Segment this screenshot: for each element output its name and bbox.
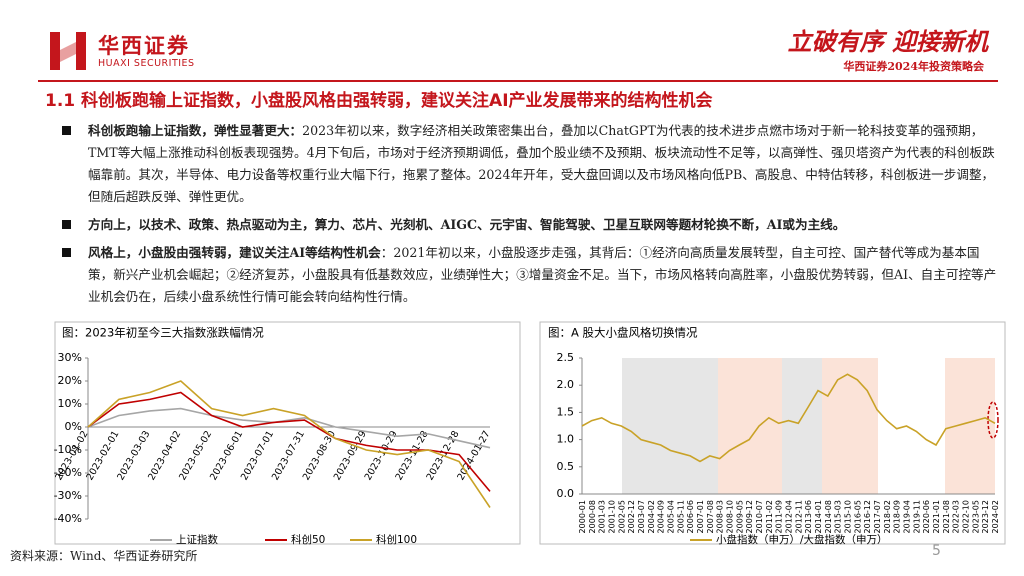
x-tick-label: 2008-03	[716, 500, 725, 533]
x-tick-label: 2015-03	[834, 500, 843, 533]
period-band	[945, 358, 995, 494]
x-tick-label: 2003-07	[637, 500, 646, 533]
y-tick-label: 1.5	[557, 405, 575, 418]
legend-label: 小盘指数（申万）/大盘指数（申万）	[716, 533, 888, 546]
period-band	[622, 358, 718, 494]
bullet-text: ：2021年初以来，小盘股逐步走强，其背后：①经济向高质量发展转型，自主可控、国…	[88, 245, 997, 304]
x-tick-label: 2014-01	[814, 500, 823, 533]
x-tick-label: 2001-03	[598, 500, 607, 533]
chart-title: 图：2023年初至今三大指数涨跌幅情况	[62, 326, 264, 340]
x-tick-label: 2010-07	[755, 500, 764, 533]
page-number: 5	[932, 543, 941, 559]
x-tick-label: 2009-05	[735, 500, 744, 533]
y-tick-label: 0.5	[557, 460, 575, 473]
x-tick-label: 2004-09	[657, 500, 666, 533]
conference: 华西证券2024年投资策略会	[843, 60, 984, 73]
period-band	[822, 358, 878, 494]
legend-label: 科创100	[376, 533, 417, 546]
x-tick-label: 2019-11	[912, 500, 921, 533]
x-tick-label: 2018-09	[893, 500, 902, 533]
x-tick-label: 2024-02	[991, 500, 1000, 533]
x-tick-label: 2012-11	[794, 500, 803, 533]
y-tick-label: 0.0	[557, 487, 575, 500]
x-tick-label: 2015-10	[844, 500, 853, 533]
x-tick-label: 2000-08	[588, 500, 597, 533]
x-tick-label: 2022-10	[962, 500, 971, 533]
x-tick-label: 2004-02	[647, 500, 656, 533]
y-tick-label: -10%	[54, 443, 82, 456]
bullet-lead: 方向上，以技术、政策、热点驱动为主，算力、芯片、光刻机、AIGC、元宇宙、智能驾…	[88, 217, 846, 232]
period-band	[782, 358, 822, 494]
header-rule	[38, 80, 998, 82]
x-tick-label: 2016-12	[863, 500, 872, 533]
x-tick-label: 2002-05	[617, 500, 626, 533]
x-tick-label: 2016-05	[853, 500, 862, 533]
bullet: 科创板跑输上证指数，弹性显著更大：2023年初以来，数字经济相关政策密集出台，叠…	[62, 120, 1002, 208]
logo-mark	[50, 32, 86, 70]
source-note: 资料来源：Wind、华西证券研究所	[10, 549, 198, 563]
y-tick-label: -30%	[54, 489, 82, 502]
logo-text: 华西证券	[98, 34, 190, 58]
x-tick-label: 2023-05	[971, 500, 980, 533]
x-tick-label: 2001-10	[608, 500, 617, 533]
x-tick-label: 2011-09	[775, 500, 784, 533]
slogan: 立破有序 迎接新机	[787, 27, 988, 56]
x-tick-label: 2021-08	[942, 500, 951, 533]
y-tick-label: 10%	[58, 397, 82, 410]
chart-title: 图：A 股大小盘风格切换情况	[548, 326, 698, 340]
bullet-lead: 风格上，小盘股由强转弱，建议关注AI等结构性机会	[88, 245, 381, 260]
x-tick-label: 2023-12	[981, 500, 990, 533]
series-line	[581, 373, 996, 463]
x-tick-label: 2005-11	[676, 500, 685, 533]
bullet: 方向上，以技术、政策、热点驱动为主，算力、芯片、光刻机、AIGC、元宇宙、智能驾…	[62, 214, 1002, 236]
legend-label: 科创50	[291, 533, 325, 546]
x-tick-label: 2005-04	[667, 500, 676, 533]
y-tick-label: 2.5	[557, 351, 575, 364]
y-tick-label: 0%	[65, 420, 82, 433]
y-tick-label: 20%	[58, 374, 82, 387]
x-tick-label: 2021-01	[932, 500, 941, 533]
x-tick-label: 2000-01	[578, 500, 587, 533]
logo-text-en: HUAXI SECURITIES	[98, 58, 195, 69]
x-tick-label: 2006-06	[686, 500, 695, 533]
period-band	[718, 358, 782, 494]
bullet-lead: 科创板跑输上证指数，弹性显著更大：	[88, 123, 303, 138]
y-tick-label: 1.0	[557, 433, 575, 446]
x-tick-label: 2007-01	[696, 500, 705, 533]
chart-frame	[539, 321, 1006, 545]
y-tick-label: 30%	[58, 351, 82, 364]
x-tick-label: 2022-03	[952, 500, 961, 533]
slide-title: 1.1 科创板跑输上证指数，小盘股风格由强转弱，建议关注AI产业发展带来的结构性…	[45, 91, 713, 111]
x-tick-label: 2008-10	[726, 500, 735, 533]
x-tick-label: 2017-07	[873, 500, 882, 533]
series-line	[87, 407, 491, 449]
y-tick-label: -40%	[54, 512, 82, 525]
x-tick-label: 2002-12	[627, 500, 636, 533]
bullet: 风格上，小盘股由强转弱，建议关注AI等结构性机会：2021年初以来，小盘股逐步走…	[62, 242, 1002, 308]
x-tick-label: 2018-02	[883, 500, 892, 533]
y-tick-label: -20%	[54, 466, 82, 479]
chart-frame	[54, 321, 521, 545]
x-tick-label: 2019-04	[903, 500, 912, 533]
legend-label: 上证指数	[176, 533, 218, 546]
x-tick-label: 2020-06	[922, 500, 931, 533]
highlight	[987, 401, 999, 439]
bullet-list: 科创板跑输上证指数，弹性显著更大：2023年初以来，数字经济相关政策密集出台，叠…	[62, 120, 1002, 314]
x-tick-label: 2009-12	[745, 500, 754, 533]
x-tick-label: 2013-06	[804, 500, 813, 533]
y-tick-label: 2.0	[557, 378, 575, 391]
x-tick-label: 2014-08	[824, 500, 833, 533]
series-line	[87, 380, 491, 508]
x-tick-label: 2012-04	[785, 500, 794, 533]
x-tick-label: 2011-02	[765, 500, 774, 533]
bullet-text: 2023年初以来，数字经济相关政策密集出台，叠加以ChatGPT为代表的技术进步…	[88, 123, 995, 204]
x-tick-label: 2007-08	[706, 500, 715, 533]
